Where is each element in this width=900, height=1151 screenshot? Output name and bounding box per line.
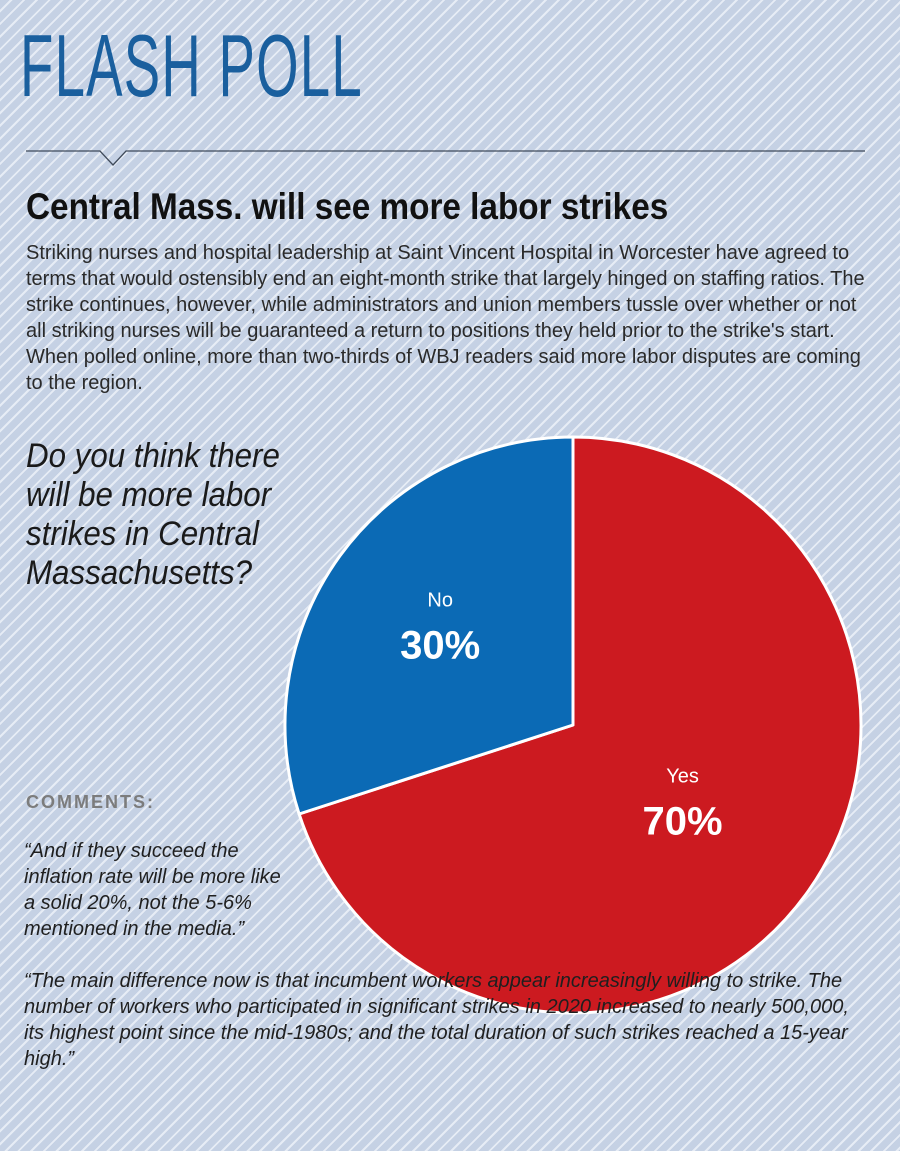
comments-heading: COMMENTS:	[26, 792, 155, 812]
comment-quote-1: “And if they succeed the inflation rate …	[24, 840, 281, 940]
pie-label-no: No	[427, 590, 453, 612]
comment-quote-2: “The main difference now is that incumbe…	[24, 970, 849, 1070]
pie-slice-yes	[297, 435, 863, 1015]
intro-paragraph: Striking nurses and hospital leadership …	[26, 242, 865, 394]
poll-question: Do you think there will be more labor st…	[26, 437, 280, 592]
headline: Central Mass. will see more labor strike…	[26, 186, 669, 227]
pie-slice-no	[283, 435, 575, 816]
pie-value-no: 30%	[400, 624, 480, 668]
masthead-title: FLASH POLL	[20, 16, 363, 115]
masthead-divider	[26, 150, 865, 166]
pie-label-yes: Yes	[666, 766, 699, 788]
pie-value-yes: 70%	[642, 800, 722, 844]
